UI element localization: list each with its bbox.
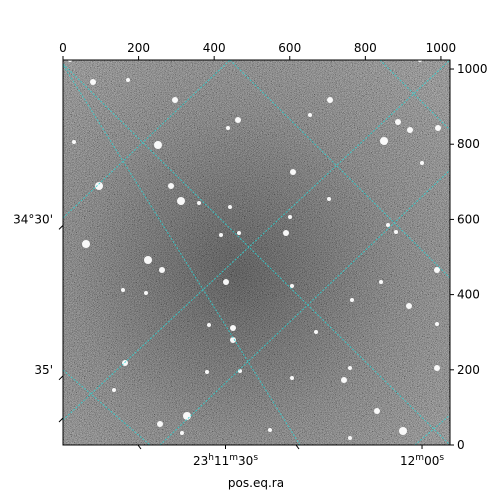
- ra-tick-label: 23h11m30s: [193, 453, 258, 468]
- star: [90, 79, 96, 85]
- star: [290, 284, 294, 288]
- ra-minor-tick: [137, 444, 142, 450]
- coordinate-grid: [63, 60, 450, 445]
- top-tick-label: 1000: [426, 41, 457, 55]
- star: [197, 201, 201, 205]
- star: [205, 370, 209, 374]
- dec-axis-left: 34°30' 35': [13, 212, 64, 423]
- pixel-axis-right: 0 200 400 600 800 1000: [450, 62, 488, 452]
- star: [435, 322, 439, 326]
- right-tick-label: 1000: [457, 62, 488, 76]
- star: [230, 325, 236, 331]
- ra-tick-label: 12m00s: [400, 453, 444, 468]
- star: [177, 197, 185, 205]
- top-tick-label: 0: [59, 41, 67, 55]
- star: [348, 366, 352, 370]
- dec-minor-tick: [58, 417, 64, 423]
- pixel-axis-top: 0 200 400 600 800 1000: [59, 41, 456, 60]
- star: [290, 169, 296, 175]
- star: [380, 137, 388, 145]
- top-tick-label: 400: [203, 41, 226, 55]
- star: [126, 78, 130, 82]
- top-tick-label: 200: [127, 41, 150, 55]
- star: [157, 421, 163, 427]
- star: [223, 279, 229, 285]
- star: [154, 141, 162, 149]
- star: [290, 376, 294, 380]
- star: [394, 230, 398, 234]
- grid-line: [63, 63, 450, 445]
- star: [395, 119, 401, 125]
- star: [235, 117, 241, 123]
- right-tick-label: 600: [457, 212, 480, 226]
- grid-line: [414, 414, 450, 445]
- star: [308, 113, 312, 117]
- star: [219, 233, 223, 237]
- plot-frame: [62, 59, 451, 446]
- grid-line: [159, 169, 450, 445]
- ra-minor-tick: [295, 444, 300, 450]
- star: [386, 223, 390, 227]
- star: [327, 197, 331, 201]
- star: [406, 303, 412, 309]
- ra-axis-bottom: 23h11m30s 12m00s: [137, 444, 444, 468]
- star: [183, 412, 191, 420]
- right-tick-label: 800: [457, 137, 480, 151]
- dec-tick-label: 34°30': [13, 212, 53, 226]
- star: [327, 97, 333, 103]
- star: [144, 256, 152, 264]
- star: [314, 330, 318, 334]
- star: [95, 182, 103, 190]
- star: [434, 267, 440, 273]
- star: [434, 365, 440, 371]
- grid-line: [63, 369, 151, 445]
- star: [112, 388, 116, 392]
- star: [268, 428, 272, 432]
- star: [435, 125, 441, 131]
- star: [348, 436, 352, 440]
- dec-tick-mark: [58, 225, 64, 230]
- star: [228, 205, 232, 209]
- star: [226, 126, 230, 130]
- star: [121, 288, 125, 292]
- top-tick-label: 800: [354, 41, 377, 55]
- star: [288, 215, 292, 219]
- right-tick-label: 0: [457, 438, 465, 452]
- grid-line: [379, 60, 450, 131]
- star: [237, 231, 241, 235]
- top-tick-label: 600: [278, 41, 301, 55]
- grid-line: [63, 60, 450, 421]
- star: [399, 427, 407, 435]
- star: [82, 240, 90, 248]
- star: [420, 161, 424, 165]
- right-tick-label: 400: [457, 288, 480, 302]
- star: [379, 280, 383, 284]
- star: [350, 298, 354, 302]
- grid-line: [63, 63, 301, 445]
- star: [72, 140, 76, 144]
- dec-tick-label: 35': [34, 363, 53, 377]
- star: [283, 230, 289, 236]
- star: [341, 377, 347, 383]
- stars-layer: [68, 60, 441, 440]
- sky-image: [63, 60, 450, 445]
- star: [230, 337, 236, 343]
- star: [144, 291, 148, 295]
- star: [172, 97, 178, 103]
- star: [374, 408, 380, 414]
- grid-line: [229, 60, 450, 279]
- star: [207, 323, 211, 327]
- star: [168, 183, 174, 189]
- star: [180, 431, 184, 435]
- star: [159, 267, 165, 273]
- x-axis-label: pos.eq.ra: [228, 476, 284, 490]
- star: [407, 127, 413, 133]
- dec-tick-mark: [58, 375, 64, 381]
- right-tick-label: 200: [457, 363, 480, 377]
